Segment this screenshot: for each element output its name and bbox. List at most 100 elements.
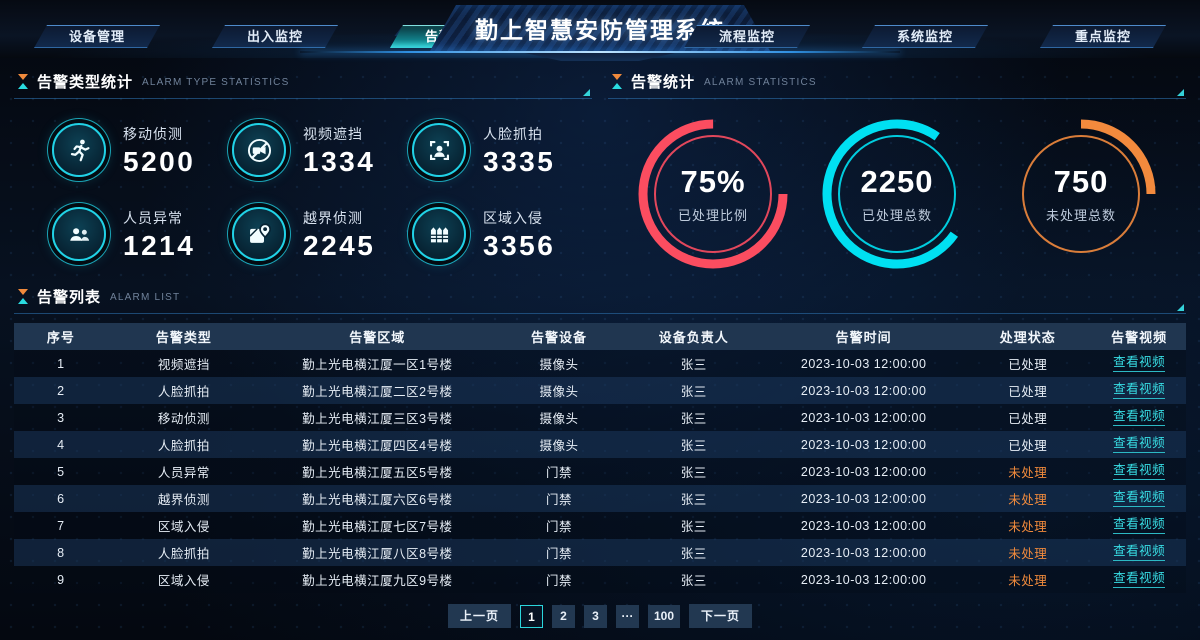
stat-value: 5200 [123,146,196,177]
cell-device: 摄像头 [494,404,624,431]
stat-area-intrusion: 区域入侵 3356 [412,207,592,261]
cell-status: 未处理 [963,566,1093,593]
cell-type: 区域入侵 [107,512,261,539]
stat-grid: 移动侦测 5200 视频遮挡 [14,99,592,261]
panel-subtitle: ALARM STATISTICS [704,77,817,88]
gauge-value: 2250 [860,164,934,199]
page-number-1[interactable]: 1 [520,604,543,628]
cell-no: 3 [14,404,108,431]
view-video-link[interactable]: 查看视频 [1113,436,1166,454]
cell-video: 查看视频 [1092,404,1186,431]
cross-line-icon [232,207,286,261]
cell-owner: 张三 [623,350,765,377]
alarm-table: 序号 告警类型 告警区域 告警设备 设备负责人 告警时间 处理状态 告警视频 1… [14,323,1186,593]
panel-header: 告警类型统计 ALARM TYPE STATISTICS [14,58,592,99]
table-row: 6 越界侦测 勤上光电横江厦六区6号楼 门禁 张三 2023-10-03 12:… [14,485,1186,512]
stat-face-capture: 人脸抓拍 3335 [412,123,592,177]
stat-label: 视频遮挡 [303,126,363,142]
alarm-type-statistics-panel: 告警类型统计 ALARM TYPE STATISTICS [14,58,592,273]
cell-status: 未处理 [963,458,1093,485]
person-abnormal-icon [52,207,106,261]
cell-type: 移动侦测 [107,404,261,431]
panel-marker-icon [18,74,28,89]
table-row: 4 人脸抓拍 勤上光电横江厦四区4号楼 摄像头 张三 2023-10-03 12… [14,431,1186,458]
page-number-2[interactable]: 2 [552,604,575,628]
gauge-processed-ratio: 75% 已处理比例 [634,115,792,273]
col-device: 告警设备 [494,323,624,350]
cell-video: 查看视频 [1092,566,1186,593]
prev-page-button[interactable]: 上一页 [447,604,511,628]
cell-time: 2023-10-03 12:00:00 [764,485,964,512]
view-video-link[interactable]: 查看视频 [1113,544,1166,562]
cell-time: 2023-10-03 12:00:00 [764,566,964,593]
page-ellipsis[interactable]: ··· [616,604,639,628]
next-page-button[interactable]: 下一页 [689,604,753,628]
cell-type: 人员异常 [107,458,261,485]
cell-status: 未处理 [963,539,1093,566]
cell-status: 未处理 [963,512,1093,539]
cell-area: 勤上光电横江厦二区2号楼 [260,377,495,404]
cell-time: 2023-10-03 12:00:00 [764,377,964,404]
gauge-value: 75% [680,164,746,199]
cell-device: 摄像头 [494,377,624,404]
cell-owner: 张三 [623,458,765,485]
cell-type: 人脸抓拍 [107,431,261,458]
page-number-3[interactable]: 3 [584,604,607,628]
stat-label: 越界侦测 [303,210,363,226]
cell-time: 2023-10-03 12:00:00 [764,350,964,377]
title-notch [525,53,675,61]
tab-key-monitoring[interactable]: 重点监控 [1040,25,1166,48]
view-video-link[interactable]: 查看视频 [1113,409,1166,427]
cell-device: 门禁 [494,485,624,512]
cell-time: 2023-10-03 12:00:00 [764,431,964,458]
cell-type: 视频遮挡 [107,350,261,377]
cell-area: 勤上光电横江厦一区1号楼 [260,350,495,377]
tab-device-management[interactable]: 设备管理 [34,25,160,48]
stat-value: 1334 [303,146,376,177]
stat-value: 3335 [483,146,556,177]
cell-status: 已处理 [963,377,1093,404]
view-video-link[interactable]: 查看视频 [1113,571,1166,589]
tab-system-monitoring[interactable]: 系统监控 [862,25,988,48]
stat-label: 区域入侵 [483,210,543,226]
view-video-link[interactable]: 查看视频 [1113,463,1166,481]
cell-device: 摄像头 [494,431,624,458]
panel-subtitle: ALARM TYPE STATISTICS [142,77,290,88]
cell-area: 勤上光电横江厦四区4号楼 [260,431,495,458]
tab-process-monitoring[interactable]: 流程监控 [684,25,810,48]
cell-time: 2023-10-03 12:00:00 [764,404,964,431]
pagination: 上一页 1 2 3 ··· 100 下一页 [14,604,1186,628]
cell-owner: 张三 [623,512,765,539]
cell-area: 勤上光电横江厦九区9号楼 [260,566,495,593]
gauge-unprocessed-total: 750 未处理总数 [1002,115,1160,273]
cell-type: 区域入侵 [107,566,261,593]
cell-no: 2 [14,377,108,404]
cell-no: 8 [14,539,108,566]
cell-status: 已处理 [963,350,1093,377]
motion-detect-icon [52,123,106,177]
view-video-link[interactable]: 查看视频 [1113,382,1166,400]
page-title: 勤上智慧安防管理系统 [475,17,725,43]
cell-area: 勤上光电横江厦三区3号楼 [260,404,495,431]
panel-header: 告警统计 ALARM STATISTICS [608,58,1186,99]
stat-value: 2245 [303,230,376,261]
cell-type: 人脸抓拍 [107,377,261,404]
view-video-link[interactable]: 查看视频 [1113,517,1166,535]
panel-marker-icon [18,289,28,304]
stat-value: 1214 [123,230,196,261]
view-video-link[interactable]: 查看视频 [1113,490,1166,508]
cell-video: 查看视频 [1092,539,1186,566]
page-number-100[interactable]: 100 [648,604,680,628]
tab-access-monitoring[interactable]: 出入监控 [212,25,338,48]
view-video-link[interactable]: 查看视频 [1113,355,1166,373]
area-intrusion-icon [412,207,466,261]
gauge-processed-total: 2250 已处理总数 [818,115,976,273]
cell-owner: 张三 [623,539,765,566]
nav-left: 设备管理 出入监控 告警监控 [34,25,516,48]
gauge-value: 750 [1053,164,1109,199]
panel-title: 告警类型统计 [37,74,134,91]
cell-type: 人脸抓拍 [107,539,261,566]
stat-cross-line: 越界侦测 2245 [232,207,412,261]
cell-video: 查看视频 [1092,350,1186,377]
cell-status: 已处理 [963,404,1093,431]
